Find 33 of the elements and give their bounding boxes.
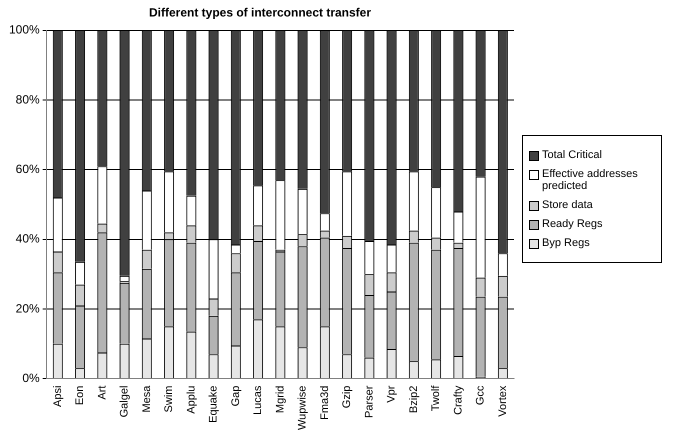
x-tick-label: Fma3d [318, 386, 331, 420]
y-tick-label: 80% [16, 92, 40, 106]
x-tick-label: Twolf [430, 384, 442, 412]
x-tick-label: Apsi [52, 386, 64, 407]
y-tick-label: 100% [8, 22, 40, 37]
text: Effective addresses predicted [542, 168, 639, 192]
y-tick-label: 60% [16, 162, 40, 176]
x-tick-label: Gcc [474, 385, 487, 406]
x-tick-label: Vortex [496, 385, 509, 417]
x-tick-label: Mesa [140, 384, 153, 412]
chart-title: Different types of interconnect transfer [148, 6, 372, 20]
x-tick-label: Parser [363, 385, 376, 418]
x-tick-label: Bzip2 [408, 386, 420, 414]
x-tick-label: Crafty [452, 385, 464, 415]
x-tick-label: Art [96, 386, 108, 400]
legend-label: Byp Regs [542, 237, 590, 249]
x-tick-label: Galgel [118, 386, 131, 418]
y-tick-label: 20% [16, 301, 40, 316]
x-tick-label: Gzip [341, 386, 354, 408]
x-tick-label: Vpr [386, 385, 398, 403]
x-tick-label: Lucas [252, 385, 264, 415]
x-tick-label: Swim [163, 386, 176, 412]
legend-label: Ready Regs [542, 218, 603, 230]
legend-label: Total Critical [542, 149, 602, 161]
legend-label: Store data [542, 199, 593, 211]
x-tick-label: Mgrid [274, 386, 286, 414]
y-tick-label: 0% [22, 370, 40, 385]
x-tick-label: Wupwise [296, 386, 309, 430]
x-tick-label: Gap [230, 386, 242, 406]
x-tick-label: Eon [74, 386, 86, 406]
y-tick-label: 40% [16, 232, 40, 246]
x-tick-label: Applu [185, 386, 198, 414]
x-tick-label: Equake [208, 386, 220, 423]
